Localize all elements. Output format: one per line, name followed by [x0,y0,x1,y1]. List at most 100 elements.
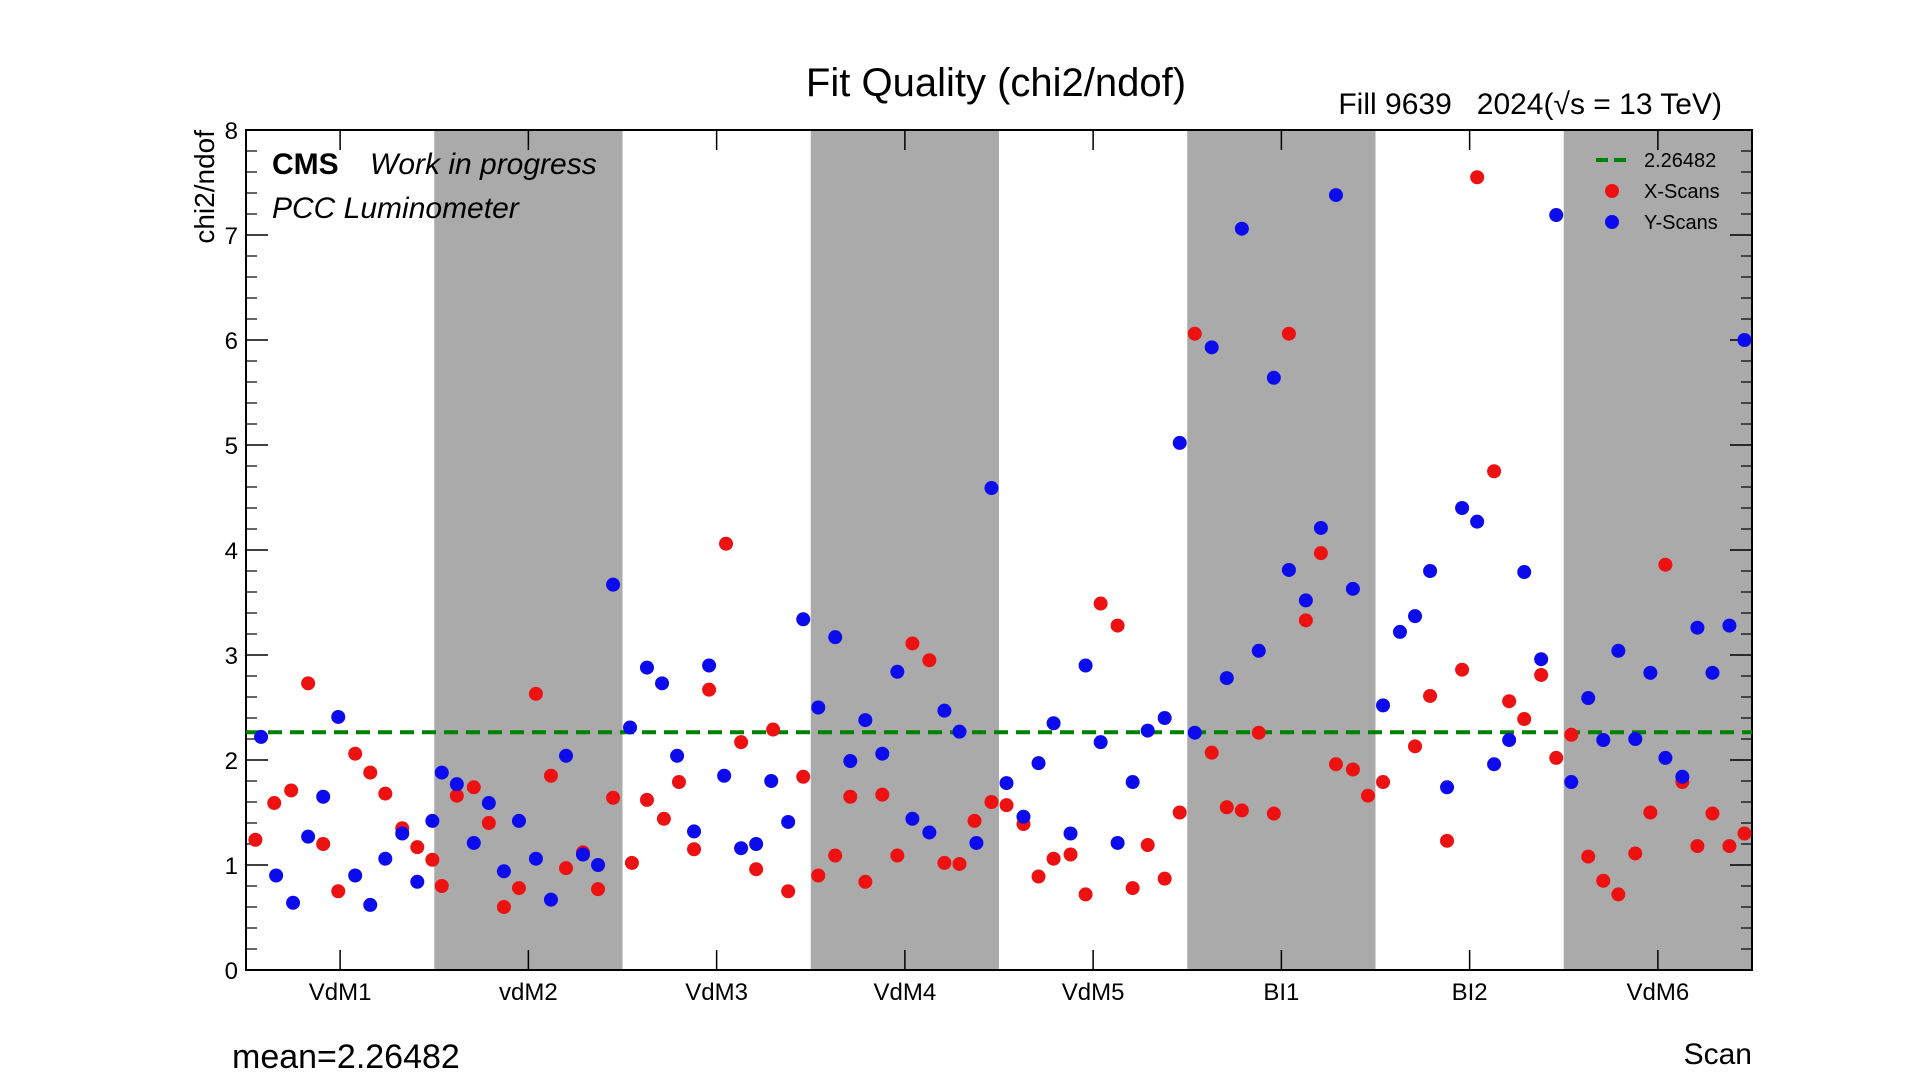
fill-energy-label: Fill 9639 2024(√s = 13 TeV) [1338,88,1722,121]
shaded-band [1187,130,1376,970]
x-scans-point [1187,326,1202,341]
x-category-label: vdM2 [499,979,558,1006]
x-scans-point [1328,757,1343,772]
y-scans-point [1581,691,1596,706]
x-scans-point [796,769,811,784]
y-scans-point [1737,333,1752,347]
y-scans-point [254,729,269,744]
x-scans-point [1658,557,1673,572]
shaded-regions [434,130,1752,970]
cms-label: CMS [272,148,339,181]
x-scans-point [248,832,263,847]
x-scans-point [1502,694,1517,709]
x-scans-point [1737,826,1752,841]
x-scans-point [1596,873,1611,888]
y-scans-point [1157,711,1172,725]
legend-swatch [1605,184,1619,198]
x-scans-point [449,788,464,803]
x-scans-point [1376,775,1391,790]
x-axis-label: Scan [1684,1038,1752,1071]
x-scans-point [1455,662,1470,677]
y-scans-point [449,777,464,792]
x-scans-point [639,792,654,807]
y-tick-label: 2 [225,748,238,775]
y-scans-point [331,709,346,724]
y-scans-point [1093,735,1108,750]
x-scans-point [1549,750,1564,765]
y-scans-point [875,746,890,761]
x-scans-point [1078,887,1093,902]
x-scans-point [967,813,982,828]
y-scans-point [528,851,543,866]
y-scans-point [1140,723,1155,738]
x-scans-point [766,722,781,737]
x-scans-point [843,789,858,804]
y-tick-label: 3 [225,643,238,670]
x-scans-point [1110,618,1125,633]
x-category-label: VdM1 [309,979,372,1006]
y-scans-point [1705,665,1720,680]
y-scans-point [687,824,702,839]
y-scans-point [969,835,984,850]
y-scans-point [1564,775,1579,790]
y-scans-point [286,895,301,910]
y-scans-point [1408,609,1423,624]
y-scans-point [890,664,905,679]
x-scans-point [1204,745,1219,760]
y-tick-label: 1 [225,853,238,880]
x-scans-point [606,790,621,805]
x-scans-point [984,795,999,809]
x-scans-point [1234,803,1249,818]
x-scans-point [1517,712,1532,727]
mean-label: mean=2.26482 [232,1038,460,1075]
y-tick-label: 7 [225,223,238,250]
y-scans-point [952,724,967,739]
x-scans-point [734,735,749,750]
y-scans-point [378,851,393,866]
y-scans-point [670,748,685,763]
x-scans-point [267,796,282,811]
x-scans-point [1643,805,1658,820]
x-scans-point [496,900,511,914]
y-scans-point [1675,769,1690,784]
x-scans-point [1487,464,1502,479]
y-scans-point [1502,733,1517,748]
y-scans-point [905,811,920,826]
x-scans-point [1281,326,1296,341]
y-scans-point [1455,501,1470,515]
y-scans-point [1125,775,1140,790]
y-scans-point [316,789,331,804]
x-scans-point [1298,613,1313,628]
x-scans-point [1470,170,1485,185]
x-scans-point [1423,688,1438,703]
x-scans-point [781,884,796,899]
y-axis-label: chi2/ndof [189,130,220,244]
y-tick-label: 5 [225,433,238,460]
x-scans-point [828,848,843,863]
y-scans-point [1172,435,1187,450]
y-scans-point [1187,725,1202,740]
x-category-label: VdM3 [685,979,748,1006]
y-scans-point [1046,716,1061,731]
x-scans-point [1266,806,1281,821]
x-scans-point [937,855,952,870]
y-scans-point [511,813,526,828]
y-scans-point [623,720,638,735]
x-scans-point [378,786,393,801]
y-scans-point [1628,732,1643,746]
y-scans-point [999,776,1014,791]
y-tick-label: 8 [225,118,238,145]
y-scans-point [1470,514,1485,529]
y-scans-point [1376,698,1391,713]
x-scans-point [559,861,574,876]
x-scans-point [1140,838,1155,853]
y-scans-point [843,754,858,769]
x-scans-point [1046,851,1061,866]
y-scans-point [559,748,574,763]
x-scans-point [858,874,873,889]
y-scans-point [717,768,732,783]
y-scans-point [764,774,779,788]
x-scans-point [875,787,890,802]
y-tick-labels: 0 1 2 3 4 5 6 7 8 [225,118,238,985]
